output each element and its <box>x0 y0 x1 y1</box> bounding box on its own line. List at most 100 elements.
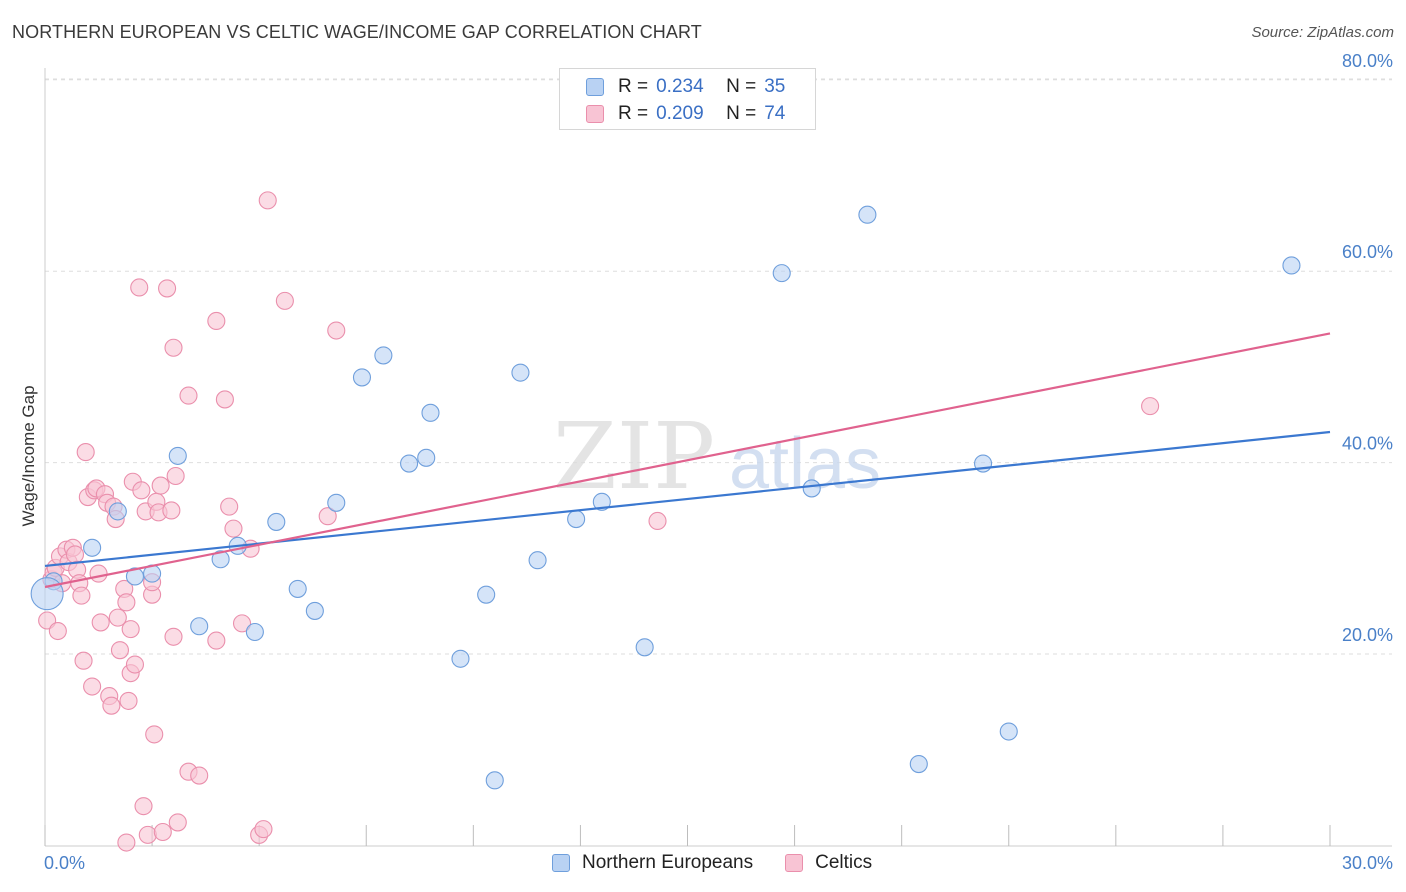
celtics-point <box>158 279 177 298</box>
northern-europeans-point <box>30 577 64 611</box>
y-tick-label: 60.0% <box>1342 242 1393 262</box>
celtics-point <box>1141 397 1160 416</box>
celtics-point <box>318 507 337 526</box>
celtics-point <box>102 696 121 715</box>
y-tick-label: 80.0% <box>1342 51 1393 71</box>
northern-europeans-point <box>288 579 307 598</box>
celtics-point <box>648 511 667 531</box>
watermark-zip: ZIP <box>553 403 715 510</box>
celtics-point <box>108 608 127 627</box>
celtics-point <box>327 321 346 340</box>
legend-r-label: R = <box>618 76 649 97</box>
celtics-point <box>151 476 170 495</box>
legend-swatch-pink <box>586 105 604 123</box>
legend-row-celtics: R = 0.209 N = 74 <box>586 102 785 126</box>
celtics-point <box>164 627 183 646</box>
legend-label: Northern Europeans <box>582 852 754 873</box>
celtics-point <box>72 586 91 605</box>
celtics-point <box>162 501 181 520</box>
y-tick-label: 20.0% <box>1342 625 1393 645</box>
legend-r-value: 0.209 <box>656 103 704 124</box>
legend-r-label: R = <box>618 103 649 124</box>
northern-europeans-points <box>30 205 1301 790</box>
celtics-point <box>164 338 183 357</box>
northern-europeans-point <box>211 550 230 569</box>
legend-n-value: 35 <box>764 76 786 97</box>
northern-europeans-point <box>190 617 209 636</box>
x-tick-labels: 0.0% 30.0% <box>44 853 1393 873</box>
axes <box>44 68 1392 847</box>
northern-europeans-point <box>1282 256 1301 275</box>
celtics-point <box>224 519 243 538</box>
celtics-point <box>153 822 172 842</box>
celtics-point <box>65 545 85 564</box>
celtics-point <box>207 311 226 331</box>
legend-label: Celtics <box>815 852 873 873</box>
celtics-point <box>83 677 102 696</box>
celtics-point <box>138 825 157 844</box>
celtics-point <box>145 725 164 744</box>
celtics-point <box>110 641 130 660</box>
celtics-point <box>258 191 277 210</box>
legend-n-value: 74 <box>764 103 786 124</box>
celtics-point <box>119 691 138 710</box>
x-tick-label: 0.0% <box>44 853 85 873</box>
northern-europeans-point <box>772 264 791 283</box>
y-tick-labels: 20.0% 40.0% 60.0% 80.0% <box>1342 51 1393 645</box>
legend-row-northern-europeans: R = 0.234 N = 35 <box>586 75 785 99</box>
northern-europeans-point <box>528 551 547 570</box>
source-credit: Source: ZipAtlas.com <box>1251 24 1394 41</box>
northern-europeans-point <box>352 368 372 387</box>
series-legend: Northern Europeans Celtics <box>552 852 904 874</box>
northern-europeans-point <box>305 601 324 620</box>
northern-europeans-point <box>327 493 346 512</box>
northern-europeans-point <box>168 446 187 465</box>
celtics-point <box>207 631 226 650</box>
celtics-point <box>179 386 198 405</box>
northern-europeans-point <box>802 479 821 498</box>
celtics-point <box>132 481 151 500</box>
stats-legend: R = 0.234 N = 35 R = 0.209 N = 74 <box>559 68 816 130</box>
celtics-point <box>275 291 294 310</box>
northern-europeans-point <box>451 649 470 668</box>
celtics-point <box>91 613 110 632</box>
northern-europeans-point <box>267 512 286 531</box>
celtics-point <box>74 651 93 670</box>
celtics-point <box>117 593 136 612</box>
northern-europeans-point <box>592 492 611 511</box>
northern-europeans-point <box>374 346 393 365</box>
celtics-point <box>220 497 239 516</box>
celtics-point <box>130 278 149 297</box>
celtics-point <box>89 564 108 583</box>
y-axis-label: Wage/Income Gap <box>19 385 38 526</box>
northern-europeans-point <box>417 448 436 467</box>
northern-europeans-point <box>567 510 586 529</box>
celtics-point <box>117 833 136 852</box>
northern-europeans-point <box>83 538 102 557</box>
celtics-trend-line <box>44 332 1331 589</box>
northern-europeans-point <box>108 502 127 521</box>
gridlines <box>45 78 1392 655</box>
x-tick-label: 30.0% <box>1342 853 1393 873</box>
legend-item-northern-europeans: Northern Europeans <box>552 852 753 874</box>
northern-europeans-point <box>245 622 264 642</box>
northern-europeans-point <box>858 205 877 224</box>
celtics-point <box>121 620 140 639</box>
celtics-point <box>166 466 185 486</box>
celtics-point <box>125 655 144 674</box>
northern-europeans-point <box>400 454 419 473</box>
legend-n-label: N = <box>726 103 757 124</box>
northern-europeans-point <box>999 722 1018 741</box>
celtics-point <box>232 614 252 633</box>
celtics-point <box>48 621 67 641</box>
chart-title: NORTHERN EUROPEAN VS CELTIC WAGE/INCOME … <box>12 22 702 42</box>
legend-item-celtics: Celtics <box>785 852 872 874</box>
legend-r-value: 0.234 <box>656 76 704 97</box>
northern-europeans-point <box>125 567 144 586</box>
celtics-points <box>38 191 1160 852</box>
northern-europeans-point <box>635 638 654 657</box>
celtics-point <box>76 443 95 462</box>
northern-europeans-point <box>485 771 504 790</box>
celtics-point <box>215 390 234 409</box>
